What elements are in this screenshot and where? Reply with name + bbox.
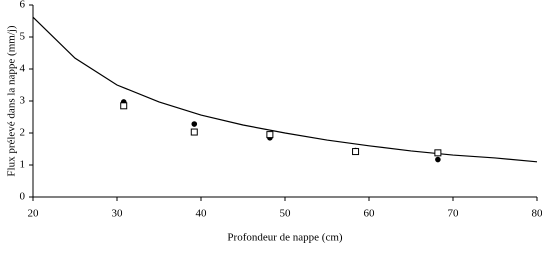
y-tick-label: 0 <box>20 191 26 203</box>
x-tick-label: 60 <box>364 208 376 220</box>
point-square <box>267 132 273 138</box>
y-tick-label: 4 <box>20 63 26 75</box>
point-square <box>121 103 127 109</box>
y-tick-label: 1 <box>20 159 26 171</box>
x-tick-label: 30 <box>112 208 124 220</box>
point-square <box>353 149 359 155</box>
y-tick-label: 3 <box>20 95 26 107</box>
x-tick-label: 20 <box>28 208 40 220</box>
point-circle <box>435 157 441 163</box>
point-circle <box>191 121 197 127</box>
x-axis-label: Profondeur de nappe (cm) <box>227 232 342 244</box>
curve <box>33 17 537 162</box>
point-square <box>191 129 197 135</box>
y-axis-label: Flux prélevé dans la nappe (mm/j) <box>6 25 18 177</box>
point-square <box>435 150 441 156</box>
y-tick-label: 6 <box>20 0 26 11</box>
x-tick-label: 40 <box>196 208 208 220</box>
x-tick-label: 70 <box>448 208 460 220</box>
x-tick-label: 80 <box>532 208 542 220</box>
x-tick-label: 50 <box>280 208 292 220</box>
y-tick-label: 2 <box>20 127 26 139</box>
y-tick-label: 5 <box>20 31 26 43</box>
